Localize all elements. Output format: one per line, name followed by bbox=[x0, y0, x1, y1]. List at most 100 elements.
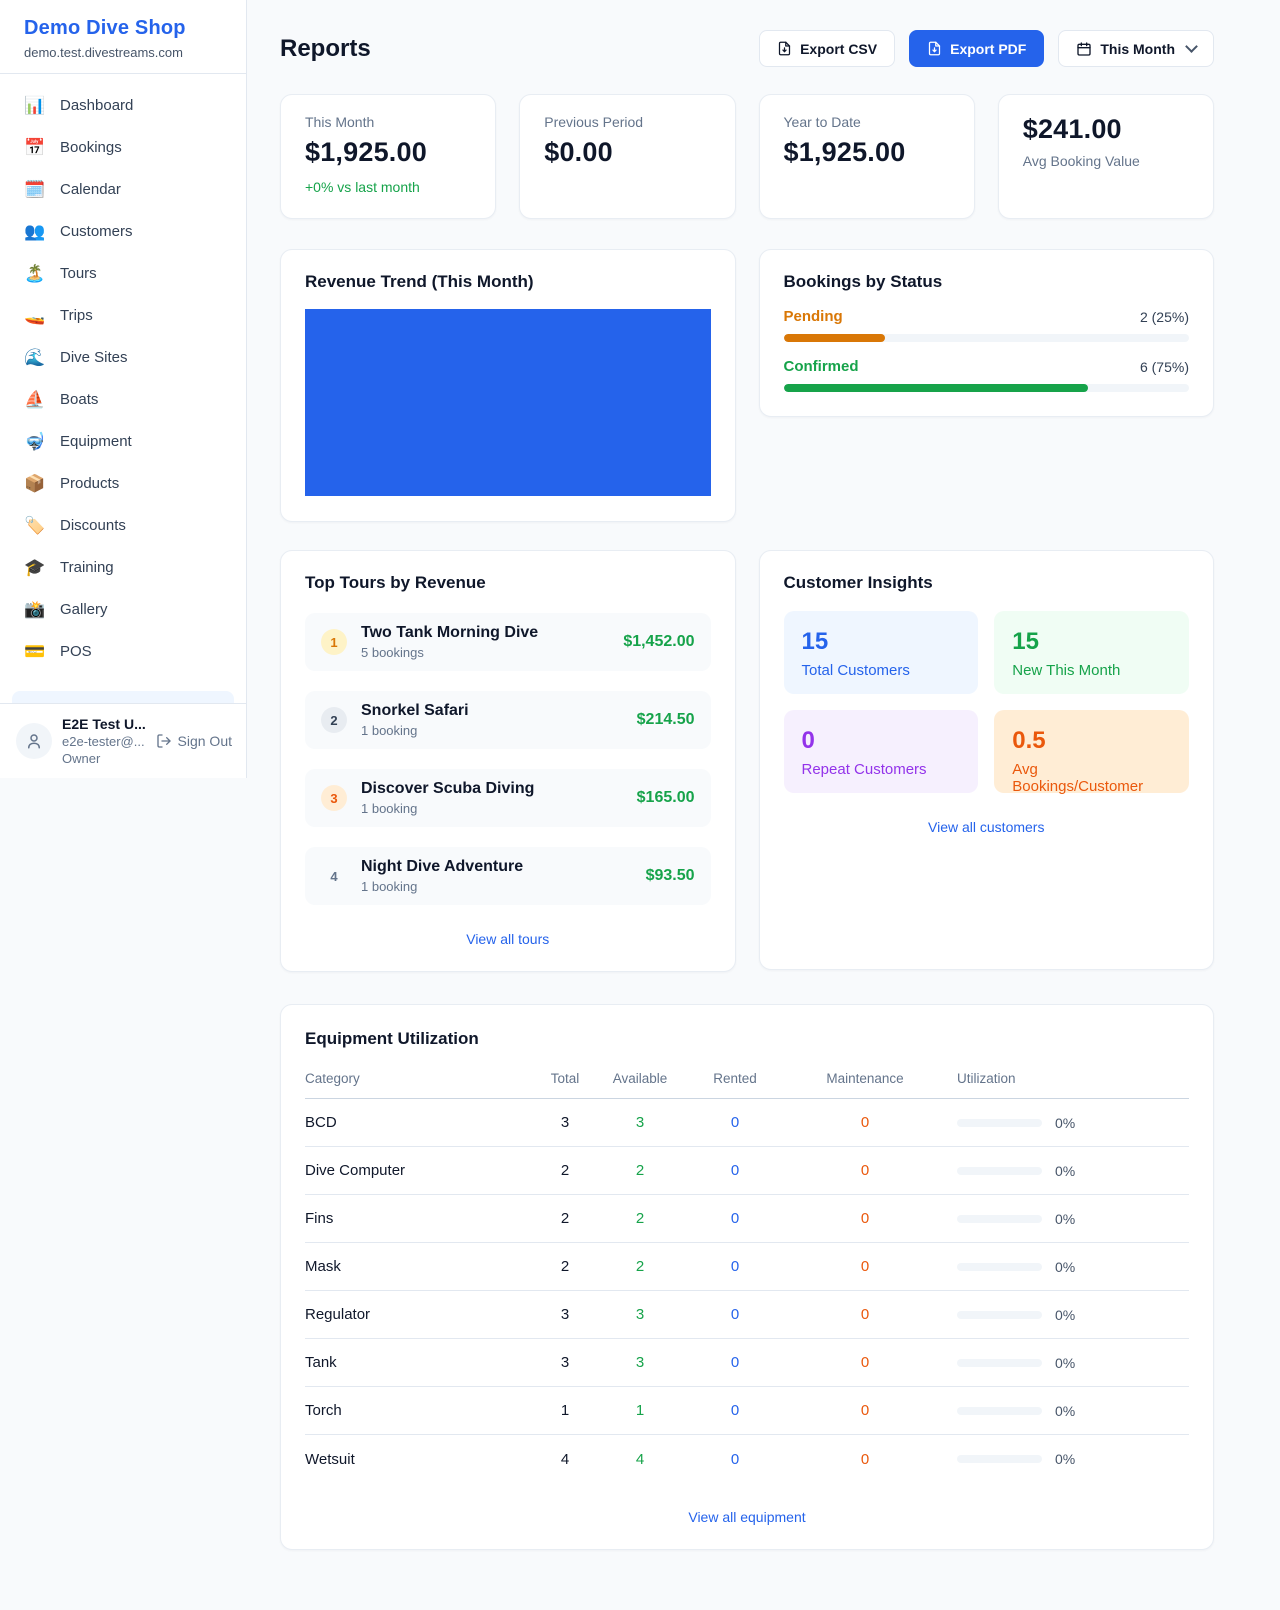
sidebar-item-label: Trips bbox=[60, 307, 93, 324]
status-label: Confirmed bbox=[783, 358, 859, 375]
sidebar-item-trips[interactable]: 🚤 Trips bbox=[12, 298, 234, 333]
equipment-category: Tank bbox=[305, 1354, 337, 1371]
tour-name: Two Tank Morning Dive bbox=[361, 624, 539, 641]
sidebar-item-label: Calendar bbox=[60, 181, 121, 198]
equipment-utilization-card: Equipment Utilization Category Total Ava… bbox=[280, 1004, 1214, 1550]
page-title: Reports bbox=[280, 34, 371, 62]
sidebar-item-training[interactable]: 🎓 Training bbox=[12, 550, 234, 585]
sidebar-item-label: Customers bbox=[60, 223, 133, 240]
sidebar-item-gallery[interactable]: 📸 Gallery bbox=[12, 592, 234, 627]
sign-out-button[interactable]: Sign Out bbox=[156, 733, 232, 749]
equipment-available: 3 bbox=[635, 1114, 645, 1131]
equipment-row: Dive Computer 2 2 0 0 0% bbox=[305, 1147, 1189, 1195]
tour-name: Snorkel Safari bbox=[361, 702, 469, 719]
equipment-table-body: BCD 3 3 0 0 0% Dive Computer 2 2 0 0 0% Fins 2 2 0 0 0% Ma… bbox=[305, 1099, 1189, 1483]
rank-badge: 1 bbox=[321, 629, 347, 655]
avatar bbox=[16, 723, 52, 759]
sidebar-item-tours[interactable]: 🏝️ Tours bbox=[12, 256, 234, 291]
stat-label: Avg Booking Value bbox=[1022, 153, 1140, 169]
sidebar-item-discounts[interactable]: 🏷️ Discounts bbox=[12, 508, 234, 543]
tour-bookings: 1 booking bbox=[361, 801, 418, 816]
sidebar-item-dive-sites[interactable]: 🌊 Dive Sites bbox=[12, 340, 234, 375]
equipment-row: BCD 3 3 0 0 0% bbox=[305, 1099, 1189, 1147]
progress-track bbox=[783, 384, 1189, 392]
equipment-rented: 0 bbox=[730, 1306, 740, 1323]
shop-name: Demo Dive Shop bbox=[24, 17, 186, 39]
sidebar-item-boats[interactable]: ⛵ Boats bbox=[12, 382, 234, 417]
status-label: Pending bbox=[783, 308, 843, 325]
equipment-available: 3 bbox=[635, 1354, 645, 1371]
insight-tile-repeat-customers: 0 Repeat Customers bbox=[783, 710, 979, 793]
stat-card-avg-booking-value: $241.00 Avg Booking Value bbox=[997, 94, 1214, 219]
sidebar-item-label: Equipment bbox=[60, 433, 132, 450]
progress-fill bbox=[783, 334, 885, 342]
view-all-customers-link[interactable]: View all customers bbox=[928, 819, 1045, 835]
stat-value: $1,925.00 bbox=[783, 137, 906, 167]
equipment-row: Regulator 3 3 0 0 0% bbox=[305, 1291, 1189, 1339]
equipment-utilization: 0% bbox=[945, 1355, 1189, 1371]
stat-value: $1,925.00 bbox=[305, 137, 427, 167]
tour-row[interactable]: 4 Night Dive Adventure 1 booking $93.50 bbox=[305, 847, 711, 905]
period-dropdown[interactable]: This Month bbox=[1058, 30, 1214, 67]
sidebar-item-label: Discounts bbox=[60, 517, 126, 534]
utilization-percent: 0% bbox=[1055, 1162, 1076, 1179]
export-csv-label: Export CSV bbox=[800, 40, 878, 57]
equipment-maintenance: 0 bbox=[860, 1114, 870, 1131]
equipment-category: Wetsuit bbox=[305, 1450, 355, 1468]
graduation-cap-icon: 🎓 bbox=[24, 558, 46, 577]
utilization-bar bbox=[957, 1118, 1042, 1127]
sidebar-item-equipment[interactable]: 🤿 Equipment bbox=[12, 424, 234, 459]
utilization-bar bbox=[957, 1358, 1042, 1367]
export-pdf-button[interactable]: Export PDF bbox=[909, 30, 1045, 67]
export-csv-button[interactable]: Export CSV bbox=[759, 30, 896, 67]
tour-revenue: $165.00 bbox=[636, 789, 695, 806]
col-header-maintenance: Maintenance bbox=[826, 1071, 904, 1086]
equipment-category: Dive Computer bbox=[305, 1162, 406, 1179]
equipment-maintenance: 0 bbox=[860, 1306, 870, 1323]
equipment-available: 2 bbox=[635, 1258, 645, 1275]
sidebar-item-label: Training bbox=[60, 559, 114, 576]
col-header-rented: Rented bbox=[713, 1071, 757, 1086]
equipment-maintenance: 0 bbox=[860, 1402, 870, 1419]
equipment-utilization: 0% bbox=[945, 1115, 1189, 1131]
people-icon: 👥 bbox=[24, 222, 46, 241]
sidebar-item-pos[interactable]: 💳 POS bbox=[12, 634, 234, 669]
utilization-percent: 0% bbox=[1055, 1306, 1076, 1323]
equipment-utilization: 0% bbox=[945, 1451, 1189, 1467]
revenue-trend-card: Revenue Trend (This Month) bbox=[280, 249, 736, 522]
tour-row[interactable]: 2 Snorkel Safari 1 booking $214.50 bbox=[305, 691, 711, 749]
tile-value: 0 bbox=[801, 727, 815, 754]
user-email: e2e-tester@... bbox=[62, 734, 145, 749]
calendar-pad-icon: 🗓️ bbox=[24, 180, 46, 199]
stat-card-year-to-date: Year to Date $1,925.00 bbox=[758, 94, 975, 219]
sidebar-item-label: Dive Sites bbox=[60, 349, 128, 366]
tile-label: Repeat Customers bbox=[801, 761, 927, 778]
status-row-pending: Pending 2 (25%) bbox=[783, 308, 1189, 342]
bar-chart-icon: 📊 bbox=[24, 96, 46, 115]
utilization-bar bbox=[957, 1262, 1042, 1271]
utilization-bar bbox=[957, 1455, 1042, 1463]
equipment-total: 4 bbox=[560, 1450, 570, 1468]
view-all-equipment-link[interactable]: View all equipment bbox=[688, 1509, 806, 1525]
sidebar-item-bookings[interactable]: 📅 Bookings bbox=[12, 130, 234, 165]
equipment-available: 2 bbox=[635, 1162, 645, 1179]
equipment-available: 2 bbox=[635, 1210, 645, 1227]
sidebar-item-calendar[interactable]: 🗓️ Calendar bbox=[12, 172, 234, 207]
equipment-utilization: 0% bbox=[945, 1163, 1189, 1179]
person-icon bbox=[28, 734, 40, 749]
tour-row[interactable]: 1 Two Tank Morning Dive 5 bookings $1,45… bbox=[305, 613, 711, 671]
sidebar-item-products[interactable]: 📦 Products bbox=[12, 466, 234, 501]
tour-row[interactable]: 3 Discover Scuba Diving 1 booking $165.0… bbox=[305, 769, 711, 827]
sidebar-item-customers[interactable]: 👥 Customers bbox=[12, 214, 234, 249]
sidebar-item-label: Boats bbox=[60, 391, 99, 408]
equipment-maintenance: 0 bbox=[860, 1258, 870, 1275]
equipment-rented: 0 bbox=[730, 1114, 740, 1131]
tile-label: Total Customers bbox=[801, 662, 910, 679]
sign-out-label: Sign Out bbox=[177, 733, 232, 749]
tag-icon: 🏷️ bbox=[24, 516, 46, 535]
view-all-tours-link[interactable]: View all tours bbox=[466, 931, 550, 947]
sidebar-item-reports-partial[interactable] bbox=[12, 691, 234, 703]
sidebar-item-dashboard[interactable]: 📊 Dashboard bbox=[12, 88, 234, 123]
equipment-category: Regulator bbox=[305, 1306, 371, 1323]
utilization-bar bbox=[957, 1310, 1042, 1319]
